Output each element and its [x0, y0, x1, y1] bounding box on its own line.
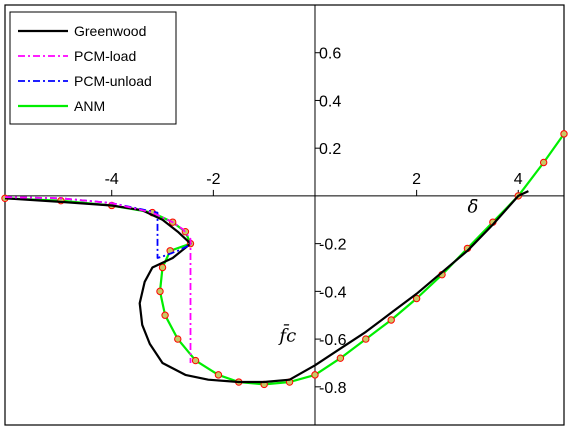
y-tick-label: -0.4 [319, 284, 347, 301]
ticks: -4 -2 2 4 0.6 0.4 0.2 -0.2 -0.4 -0.6 -0.8 [105, 46, 523, 397]
anm-marker [158, 263, 167, 272]
anm-marker [412, 294, 421, 303]
anm-marker [191, 356, 200, 365]
y-tick-label: 0.2 [319, 141, 341, 158]
y-tick-label: 0.4 [319, 93, 341, 110]
x-tick-label: 4 [514, 171, 523, 188]
y-axis-symbol: f̄c [277, 323, 296, 347]
anm-marker [174, 335, 182, 343]
anm-marker [214, 371, 223, 379]
anm-marker [156, 287, 164, 296]
series-greenwood [4, 190, 529, 384]
axis-symbols: δ̄ f̄c [277, 197, 478, 347]
series-line-greenwood [4, 190, 529, 384]
series-line-pcm-load [4, 196, 192, 363]
x-tick-label: -4 [105, 171, 119, 188]
y-tick-label: 0.6 [319, 46, 341, 63]
anm-marker [387, 316, 395, 324]
anm-marker [311, 371, 319, 379]
series-pcm-load [4, 196, 192, 363]
series-line-pcm-unload [4, 196, 189, 259]
series-layer [1, 130, 568, 389]
legend-label: PCM-unload [74, 73, 152, 89]
anm-marker [539, 158, 548, 167]
anm-marker [336, 354, 345, 362]
x-axis-symbol: δ̄ [467, 197, 478, 218]
y-tick-label: -0.8 [319, 380, 347, 397]
legend: Greenwood PCM-load PCM-unload ANM [9, 11, 177, 125]
x-tick-label: 2 [412, 171, 421, 188]
anm-marker [161, 311, 169, 319]
y-tick-label: -0.6 [319, 332, 347, 349]
series-pcm-unload [4, 196, 189, 259]
anm-marker [560, 130, 568, 138]
x-tick-label: -2 [206, 171, 220, 188]
legend-label: PCM-load [74, 48, 136, 64]
y-tick-label: -0.2 [319, 237, 347, 254]
legend-label: Greenwood [74, 23, 146, 39]
anm-marker [362, 335, 370, 343]
legend-label: ANM [74, 98, 105, 114]
